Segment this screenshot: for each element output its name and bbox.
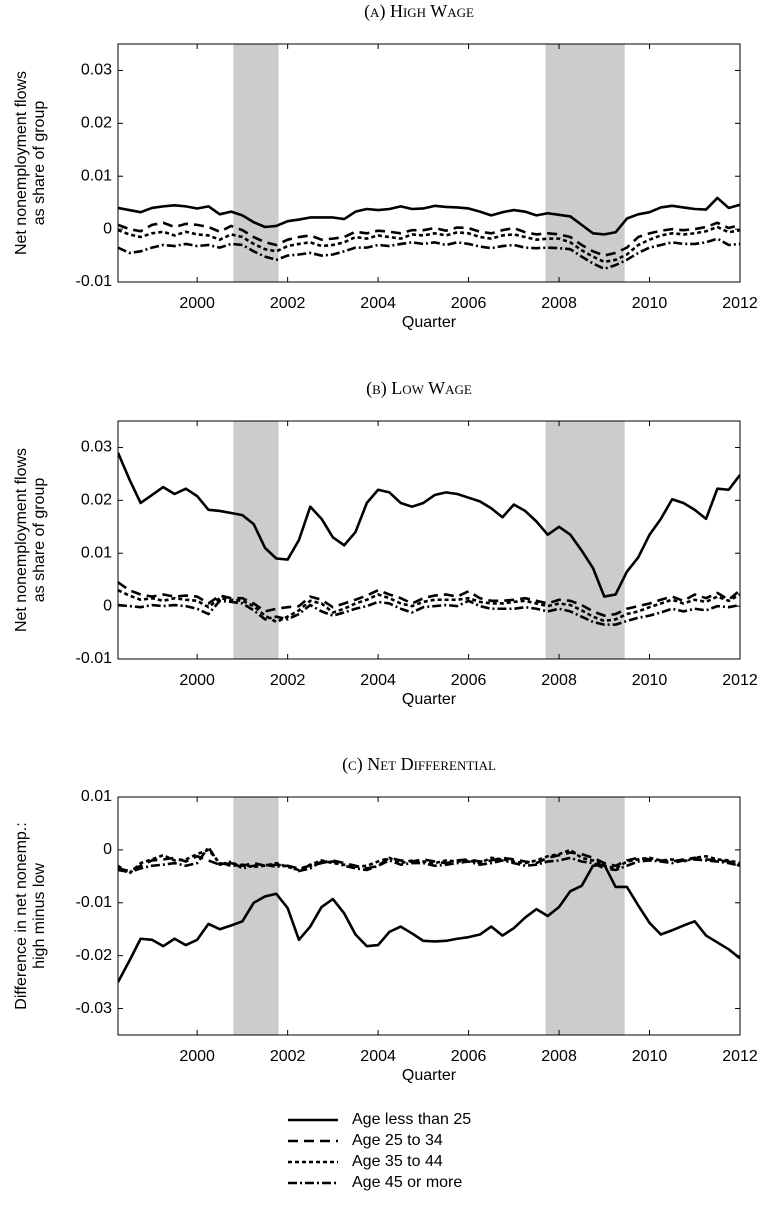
- x-tick-label: 2002: [270, 1048, 306, 1065]
- x-tick-label: 2008: [541, 672, 577, 689]
- x-tick-label: 2006: [451, 1048, 487, 1065]
- x-tick-label: 2004: [360, 672, 396, 689]
- x-tick-label: 2000: [179, 672, 215, 689]
- plot-frame: [117, 796, 741, 1036]
- panel-title: (c) Net Differential: [342, 754, 496, 775]
- legend-label: Age 35 to 44: [352, 1153, 443, 1170]
- y-axis-label: Net nonemployment flows: [13, 71, 30, 255]
- legend-label: Age less than 25: [352, 1111, 471, 1128]
- y-tick-label: -0.01: [76, 650, 113, 667]
- x-tick-label: 2012: [722, 1048, 758, 1065]
- panel-title: (a) High Wage: [364, 1, 474, 22]
- x-tick-label: 2006: [451, 672, 487, 689]
- series-line: [118, 599, 740, 626]
- series-line: [118, 452, 740, 598]
- x-tick-label: 2012: [722, 672, 758, 689]
- x-axis-label: Quarter: [402, 1067, 457, 1084]
- x-axis-label: Quarter: [402, 691, 457, 708]
- series-line: [118, 851, 740, 873]
- x-tick-label: 2010: [632, 672, 668, 689]
- recession-shade: [233, 797, 279, 1035]
- y-tick-label: -0.01: [76, 273, 113, 290]
- y-tick-label: 0.01: [81, 788, 112, 805]
- series-line: [118, 237, 740, 271]
- panel: (a) High Wage -0.01 0 0.01 0.02 0.03 2000 2002 2…: [13, 1, 758, 331]
- panel: (c) Net Differential -0.03 -0.02 -0.01 0 0.01…: [13, 754, 758, 1084]
- x-axis-label: Quarter: [402, 314, 457, 331]
- panel-title: (b) Low Wage: [366, 378, 472, 399]
- x-tick-label: 2004: [360, 1048, 396, 1065]
- y-tick-label: -0.03: [76, 1000, 113, 1017]
- series-line: [118, 863, 740, 983]
- y-tick-label: 0.01: [81, 167, 112, 184]
- legend: Age less than 25 Age 25 to 34 Age 35 to 44…: [288, 1111, 471, 1191]
- y-axis-label: high minus low: [31, 863, 48, 969]
- x-tick-label: 2010: [632, 295, 668, 312]
- y-tick-label: 0.02: [81, 115, 112, 132]
- recession-shade: [545, 44, 625, 282]
- y-axis-label: Net nonemployment flows: [13, 448, 30, 632]
- y-axis-label: as share of group: [31, 101, 48, 226]
- x-tick-label: 2002: [270, 672, 306, 689]
- x-tick-label: 2000: [179, 295, 215, 312]
- plot-frame: [117, 43, 741, 283]
- x-tick-label: 2002: [270, 295, 306, 312]
- legend-label: Age 45 or more: [352, 1174, 462, 1191]
- y-tick-label: 0: [103, 597, 112, 614]
- x-tick-label: 2012: [722, 295, 758, 312]
- recession-shade: [545, 421, 625, 659]
- y-tick-label: -0.01: [76, 894, 113, 911]
- x-tick-label: 2008: [541, 1048, 577, 1065]
- x-tick-label: 2010: [632, 1048, 668, 1065]
- y-tick-label: 0.03: [81, 439, 112, 456]
- recession-shade: [545, 797, 625, 1035]
- series-line: [118, 225, 740, 264]
- series-line: [118, 589, 740, 624]
- y-tick-label: 0.03: [81, 62, 112, 79]
- x-tick-label: 2006: [451, 295, 487, 312]
- y-axis-label: Difference in net nonemp.:: [13, 822, 30, 1009]
- series-line: [118, 845, 740, 874]
- y-tick-label: 0.02: [81, 492, 112, 509]
- recession-shade: [233, 421, 279, 659]
- x-tick-label: 2008: [541, 295, 577, 312]
- x-tick-label: 2000: [179, 1048, 215, 1065]
- recession-shade: [233, 44, 279, 282]
- panel: (b) Low Wage -0.01 0 0.01 0.02 0.03 2000 2002 20…: [13, 378, 758, 708]
- plot-frame: [117, 420, 741, 660]
- y-tick-label: 0.01: [81, 544, 112, 561]
- series-line: [118, 221, 740, 257]
- series-line: [118, 581, 740, 617]
- series-line: [118, 196, 740, 236]
- y-tick-label: -0.02: [76, 947, 113, 964]
- legend-label: Age 25 to 34: [352, 1132, 443, 1149]
- x-tick-label: 2004: [360, 295, 396, 312]
- y-tick-label: 0: [103, 220, 112, 237]
- y-tick-label: 0: [103, 841, 112, 858]
- y-axis-label: as share of group: [31, 478, 48, 603]
